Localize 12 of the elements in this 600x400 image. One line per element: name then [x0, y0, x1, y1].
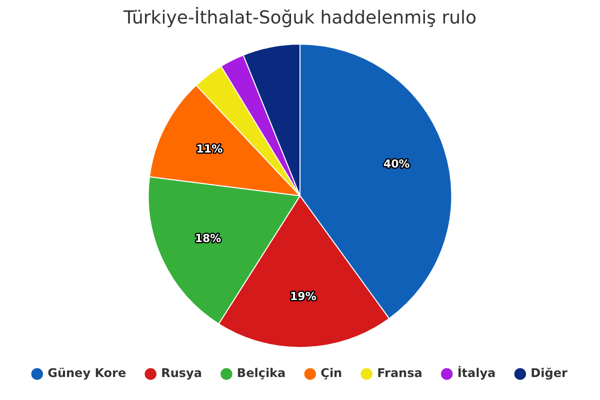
data-label: 18% [194, 232, 222, 245]
legend-label: Diğer [530, 366, 568, 380]
data-label: 40% [383, 157, 410, 170]
legend-label: Fransa [377, 366, 422, 380]
legend-label: Güney Kore [48, 366, 126, 380]
legend-label: İtalya [457, 365, 496, 380]
legend-label: Çin [320, 366, 342, 380]
legend-label: Belçika [236, 366, 286, 380]
chart-title: Türkiye-İthalat-Soğuk haddelenmiş rulo [122, 6, 477, 28]
data-label: 19% [290, 290, 316, 304]
data-label: 11% [196, 142, 223, 156]
legend-label: Rusya [161, 366, 202, 380]
